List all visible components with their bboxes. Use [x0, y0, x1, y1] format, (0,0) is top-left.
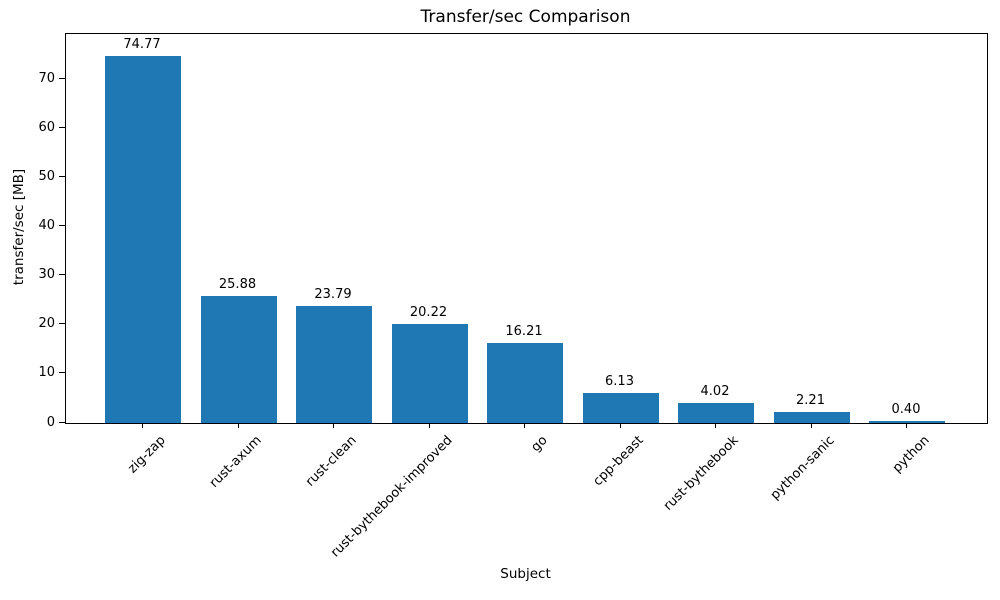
x-tick-mark [142, 423, 143, 428]
bar-rust-clean [296, 306, 372, 423]
y-tick-label: 60 [38, 119, 55, 135]
y-tick-label: 70 [38, 70, 55, 86]
bar-rust-bythebook-improved [391, 323, 468, 423]
bar-value-label: 74.77 [123, 36, 161, 52]
bar-cpp-beast [582, 392, 659, 423]
y-tick-mark [59, 225, 65, 227]
y-tick-label: 50 [38, 168, 55, 184]
y-tick-mark [59, 274, 65, 276]
x-tick-mark [619, 423, 621, 428]
bar-value-label: 2.21 [796, 393, 825, 409]
x-tick-mark [524, 423, 525, 428]
plot-area [65, 33, 988, 424]
bar-value-label: 6.13 [605, 373, 634, 389]
bar-value-label: 4.02 [700, 384, 730, 400]
x-tick-mark [715, 423, 716, 428]
x-axis-label: Subject [500, 566, 551, 582]
x-tick-mark [333, 423, 334, 428]
y-tick-label: 40 [38, 218, 55, 234]
bar-value-label: 25.88 [218, 276, 257, 292]
chart-title: Transfer/sec Comparison [420, 7, 631, 27]
x-tick-mark [428, 423, 430, 428]
x-tick-mark [906, 423, 907, 428]
y-tick-label: 10 [38, 365, 55, 381]
y-tick-label: 30 [38, 267, 55, 283]
bar-value-label: 0.40 [891, 402, 921, 418]
y-tick-mark [59, 77, 65, 79]
bar-go [487, 343, 563, 423]
y-tick-label: 20 [38, 316, 55, 332]
y-tick-mark [59, 421, 65, 423]
y-tick-mark [59, 323, 65, 325]
bar-python-sanic [773, 412, 850, 423]
x-tick-mark [810, 423, 812, 428]
x-tick-mark [237, 423, 239, 428]
bar-zig-zap [105, 55, 181, 423]
y-tick-mark [59, 175, 65, 177]
y-tick-mark [59, 372, 65, 374]
y-tick-mark [59, 126, 65, 128]
bar-rust-bythebook [678, 403, 754, 423]
bar-rust-axum [200, 295, 277, 423]
bar-python [869, 421, 945, 423]
y-tick-label: 0 [46, 414, 55, 430]
bar-value-label: 20.22 [409, 304, 448, 320]
bar-value-label: 23.79 [314, 287, 352, 303]
bar-value-label: 16.21 [505, 324, 543, 340]
